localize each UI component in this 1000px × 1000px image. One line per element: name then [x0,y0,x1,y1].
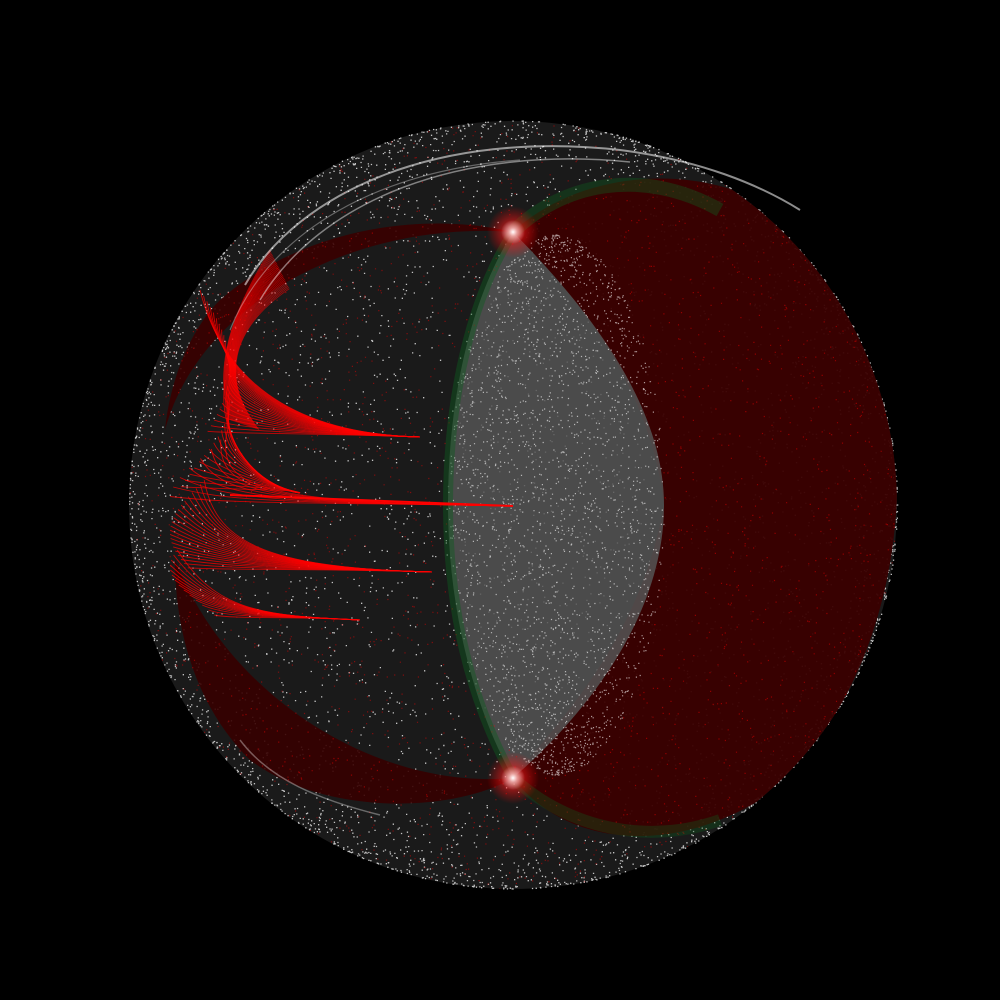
red-swirl-arc [223,249,271,421]
lens-dot-cloud [448,234,665,776]
red-swirl-arc [228,263,278,424]
bottom-glint [501,766,525,790]
red-strand [214,614,361,621]
red-horizontal-beam [229,494,514,507]
red-swirl-arc [223,251,272,421]
lens-dots [448,234,665,776]
red-swirl-arc [225,256,274,422]
red-swirl-arc [227,260,276,423]
red-strand [187,567,433,573]
red-swirl-arc [228,264,278,424]
red-swirl-arc [226,259,276,423]
white-orbit-arcs [229,145,801,816]
red-swirl-arc [224,253,273,422]
red-swirl-arc [230,268,280,425]
red-swirl-arc [229,265,279,425]
top-glint [501,220,525,244]
dark-red-crescent [165,178,897,836]
red-swirl-arc [229,267,279,425]
red-swirl-arc [225,255,274,422]
red-swirl-arc [224,252,272,421]
red-swirl-arc [235,288,290,430]
red-swirl-strands [169,249,514,621]
red-strand [207,430,421,438]
red-swirl-arc [227,261,277,424]
bright-pole-glints [487,206,539,804]
